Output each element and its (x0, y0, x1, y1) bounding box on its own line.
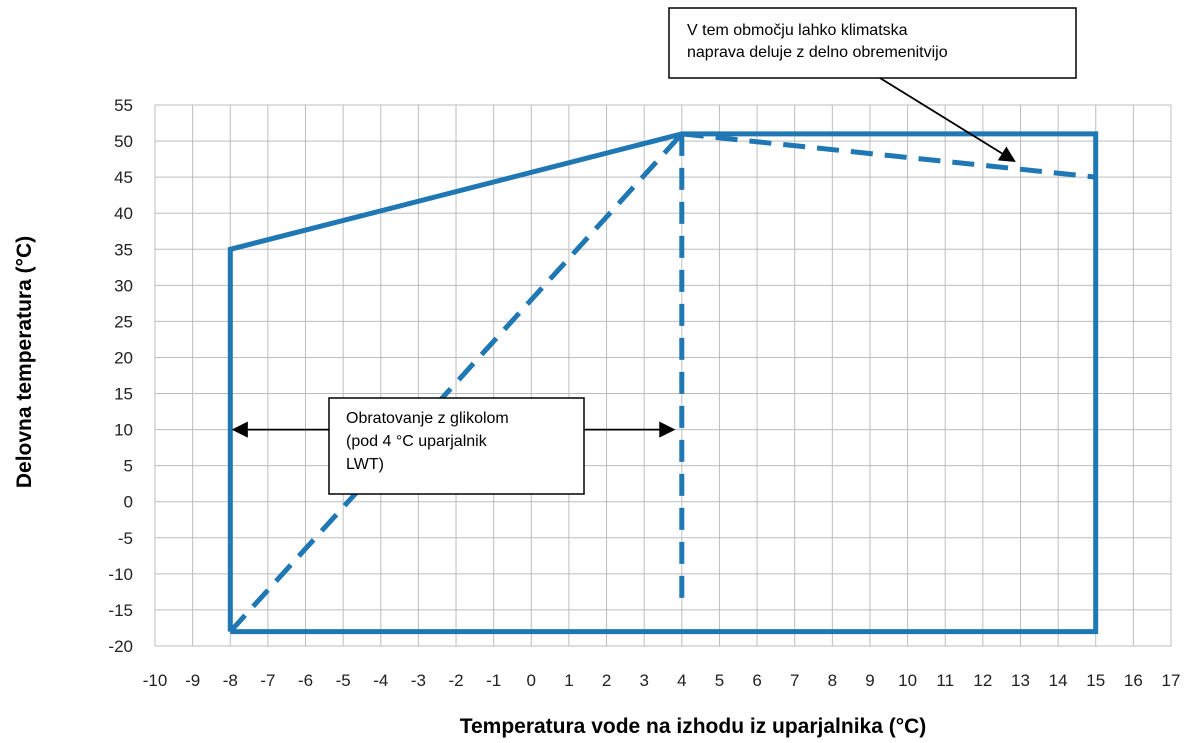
annotation-box-partial-load (668, 7, 1077, 79)
annotation-text-line: V tem območju lahko klimatska (687, 22, 908, 39)
dashed-limit-line (228, 132, 684, 634)
y-tick-label: 35 (114, 240, 133, 259)
annotation-arrow (879, 77, 1016, 162)
x-tick-label: -10 (143, 671, 168, 690)
y-tick-label: 5 (124, 457, 133, 476)
y-tick-label: 50 (114, 132, 133, 151)
y-axis-title: Delovna temperatura (°C) (13, 236, 36, 488)
x-tick-label: 14 (1049, 671, 1068, 690)
x-tick-label: 10 (898, 671, 917, 690)
series-lines (227, 131, 1099, 635)
x-tick-label: -2 (448, 671, 463, 690)
y-tick-label: -5 (118, 529, 133, 548)
annotation-box-glycol (328, 397, 585, 495)
y-tick-label: -10 (108, 565, 133, 584)
grid (154, 104, 1172, 647)
annotation-text-line: LWT) (346, 456, 384, 473)
x-tick-label: 5 (715, 671, 724, 690)
annotation-text-line: naprava deluje z delno obremenitvijo (687, 44, 948, 61)
x-tick-label: -5 (336, 671, 351, 690)
x-tick-label: -9 (185, 671, 200, 690)
x-tick-label: -3 (411, 671, 426, 690)
y-tick-label: 45 (114, 168, 133, 187)
x-tick-label: -8 (223, 671, 238, 690)
x-tick-label: -7 (260, 671, 275, 690)
x-tick-labels: -10 -9 -8 -7 -6 -5 -4 -3 -2 -1 0 1 2 3 4 5 6 7 8 9 10 11 12 13 1… (143, 671, 1181, 690)
x-tick-label: 2 (602, 671, 611, 690)
annotation-text-line: (pod 4 °C uparjalnik (346, 433, 488, 450)
x-tick-label: 9 (865, 671, 874, 690)
x-tick-label: -1 (486, 671, 501, 690)
annotation-text-line: Obratovanje z glikolom (346, 410, 509, 427)
x-tick-label: 13 (1011, 671, 1030, 690)
dashed-limit-line (681, 131, 1096, 180)
x-tick-label: 16 (1124, 671, 1143, 690)
y-tick-label: -20 (108, 637, 133, 656)
y-tick-label: 10 (114, 421, 133, 440)
x-tick-label: 15 (1086, 671, 1105, 690)
y-tick-label: 55 (114, 96, 133, 115)
x-tick-label: 3 (639, 671, 648, 690)
y-tick-label: 15 (114, 385, 133, 404)
x-tick-label: 6 (752, 671, 761, 690)
x-tick-label: 7 (790, 671, 799, 690)
annotations: V tem območju lahko klimatska naprava del… (231, 7, 1077, 495)
y-tick-label: 20 (114, 348, 133, 367)
y-tick-label: 0 (124, 493, 133, 512)
x-tick-label: 12 (973, 671, 992, 690)
x-tick-label: 1 (564, 671, 573, 690)
x-tick-label: -6 (298, 671, 313, 690)
y-tick-label: 40 (114, 204, 133, 223)
x-tick-label: 8 (828, 671, 837, 690)
envelope-boundary-line (227, 131, 1099, 635)
x-tick-label: 11 (936, 671, 954, 690)
x-tick-label: 4 (677, 671, 686, 690)
x-axis-title: Temperatura vode na izhodu iz uparjalnik… (460, 715, 927, 738)
x-tick-label: 17 (1162, 671, 1181, 690)
x-tick-label: 0 (527, 671, 536, 690)
y-tick-label: -15 (108, 601, 133, 620)
y-tick-label: 25 (114, 312, 133, 331)
x-tick-label: -4 (373, 671, 388, 690)
y-tick-label: 30 (114, 276, 133, 295)
